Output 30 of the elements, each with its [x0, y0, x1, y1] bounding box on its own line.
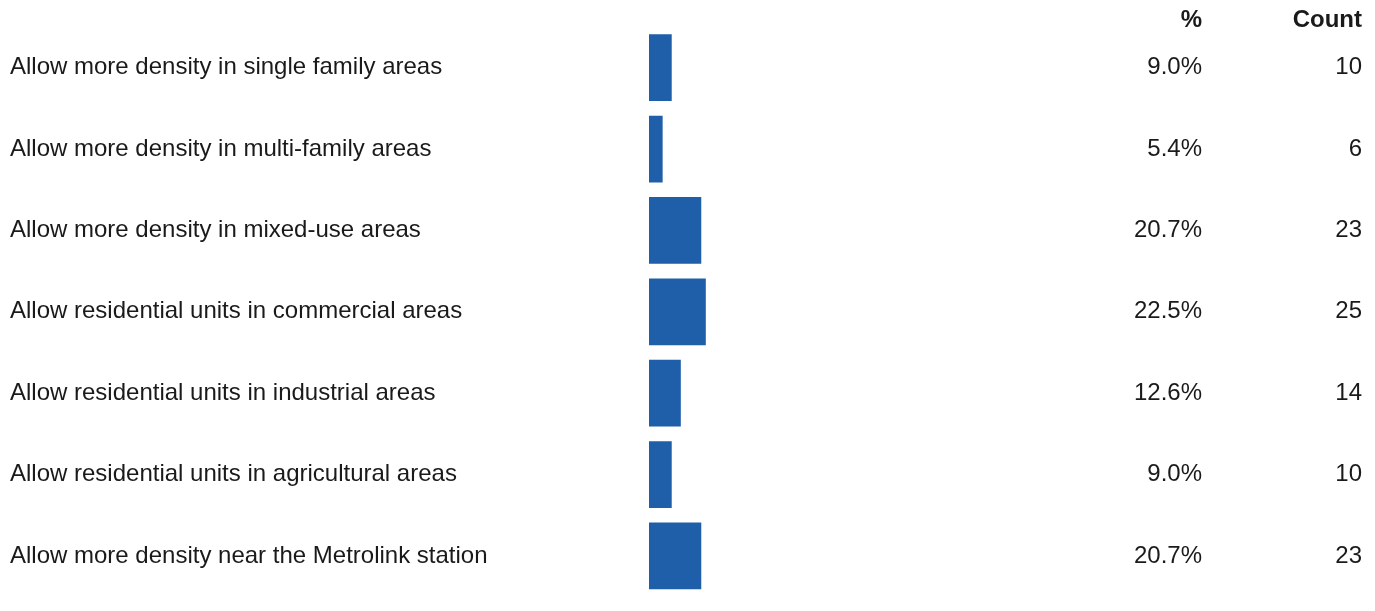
bar: [649, 441, 672, 508]
y-tick-label: Allow residential units in industrial areas: [10, 377, 436, 405]
data-label: 9.0%: [1147, 52, 1202, 80]
text: 10: [1335, 52, 1362, 80]
bar: [649, 278, 706, 346]
y-tick-label: Allow more density in multi-family areas: [10, 133, 432, 161]
text: %: [1180, 4, 1202, 32]
text: 10: [1335, 459, 1362, 487]
bar: [649, 522, 702, 590]
bar: [649, 34, 672, 102]
data-label: 20.7%: [1133, 215, 1202, 243]
text: 23: [1335, 215, 1362, 243]
data-label: 5.4%: [1147, 133, 1202, 161]
bar: [649, 197, 702, 264]
y-tick-label: Allow residential units in commercial areas: [10, 296, 463, 324]
text: Count: [1292, 4, 1362, 32]
bar: [649, 359, 681, 427]
text: 23: [1335, 540, 1362, 568]
text: 14: [1335, 377, 1362, 405]
text: 25: [1335, 296, 1362, 324]
y-tick-label: Allow more density in single family areas: [10, 52, 443, 80]
data-label: 9.0%: [1147, 459, 1202, 487]
data-label: 22.5%: [1133, 296, 1202, 324]
y-tick-label: Allow more density near the Metrolink station: [10, 540, 488, 568]
text: 6: [1348, 133, 1362, 161]
bar: [649, 115, 663, 183]
data-label: 12.6%: [1133, 377, 1202, 405]
y-tick-label: Allow more density in mixed-use areas: [10, 215, 421, 243]
data-label: 20.7%: [1133, 540, 1202, 568]
y-tick-label: Allow residential units in agricultural areas: [10, 459, 457, 487]
